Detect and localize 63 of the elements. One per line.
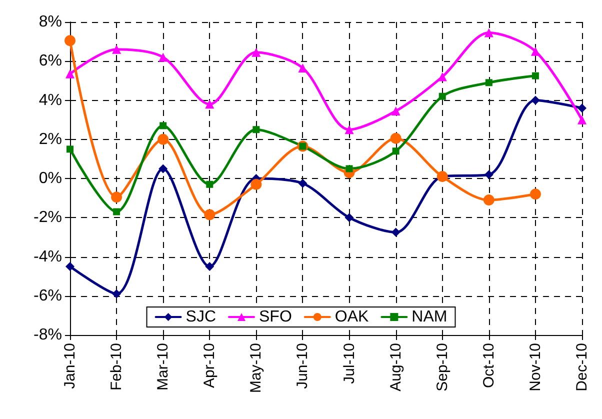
point: [346, 165, 353, 172]
point: [485, 79, 492, 86]
point: [483, 194, 494, 206]
x-tick-label: Jun-10: [294, 343, 312, 389]
point: [578, 115, 586, 124]
point: [113, 208, 120, 216]
point: [390, 132, 402, 144]
point: [484, 170, 494, 180]
y-tick-label: -6%: [34, 287, 62, 304]
point: [438, 72, 447, 82]
y-tick-label: 8%: [38, 14, 62, 30]
x-tick-label: Jul-10: [340, 343, 358, 384]
point: [66, 262, 74, 272]
point: [66, 146, 74, 153]
point: [64, 35, 76, 46]
point: [111, 192, 122, 203]
x-tick-label: Feb-10: [108, 343, 126, 391]
y-tick-label: 4%: [38, 92, 62, 109]
point: [438, 92, 446, 100]
y-tick-label: 0%: [38, 170, 62, 187]
x-tick-label: Oct-10: [480, 343, 498, 388]
point: [112, 289, 122, 298]
x-tick-label: Apr-10: [201, 343, 218, 388]
point: [204, 209, 216, 220]
x-tick-label: Sep-10: [434, 343, 451, 392]
point: [392, 148, 400, 155]
point: [391, 106, 400, 116]
point: [530, 188, 541, 200]
point: [532, 72, 539, 80]
point: [252, 48, 261, 57]
x-tick-label: Jan-10: [62, 343, 78, 389]
point: [158, 52, 168, 62]
legend-label: SFO: [258, 308, 292, 326]
point: [530, 96, 540, 105]
x-tick-label: Aug-10: [387, 343, 404, 392]
legend-label: NAM: [412, 308, 448, 326]
x-tick-label: Mar-10: [154, 343, 172, 391]
x-tick-label: May-10: [248, 343, 265, 394]
point: [158, 134, 169, 145]
point: [344, 213, 354, 222]
y-tick-label: -8%: [34, 326, 62, 344]
point: [205, 100, 214, 109]
legend-label: OAK: [334, 308, 370, 326]
point: [158, 164, 168, 174]
point: [206, 180, 214, 188]
y-tick-label: -4%: [34, 248, 62, 266]
x-tick-label: Nov-10: [526, 343, 544, 392]
point: [252, 126, 260, 134]
point: [484, 28, 494, 38]
point: [66, 69, 74, 78]
point: [160, 122, 167, 130]
y-tick-label: 6%: [38, 52, 62, 70]
y-tick-label: 2%: [38, 130, 62, 148]
point: [578, 104, 586, 113]
point: [391, 228, 400, 237]
point: [250, 178, 262, 190]
x-tick-label: Dec-10: [574, 343, 590, 392]
point: [298, 178, 308, 188]
y-tick-label: -2%: [34, 209, 62, 226]
point: [112, 44, 122, 54]
legend-label: SJC: [186, 308, 216, 326]
point: [344, 125, 354, 134]
point: [205, 262, 214, 272]
